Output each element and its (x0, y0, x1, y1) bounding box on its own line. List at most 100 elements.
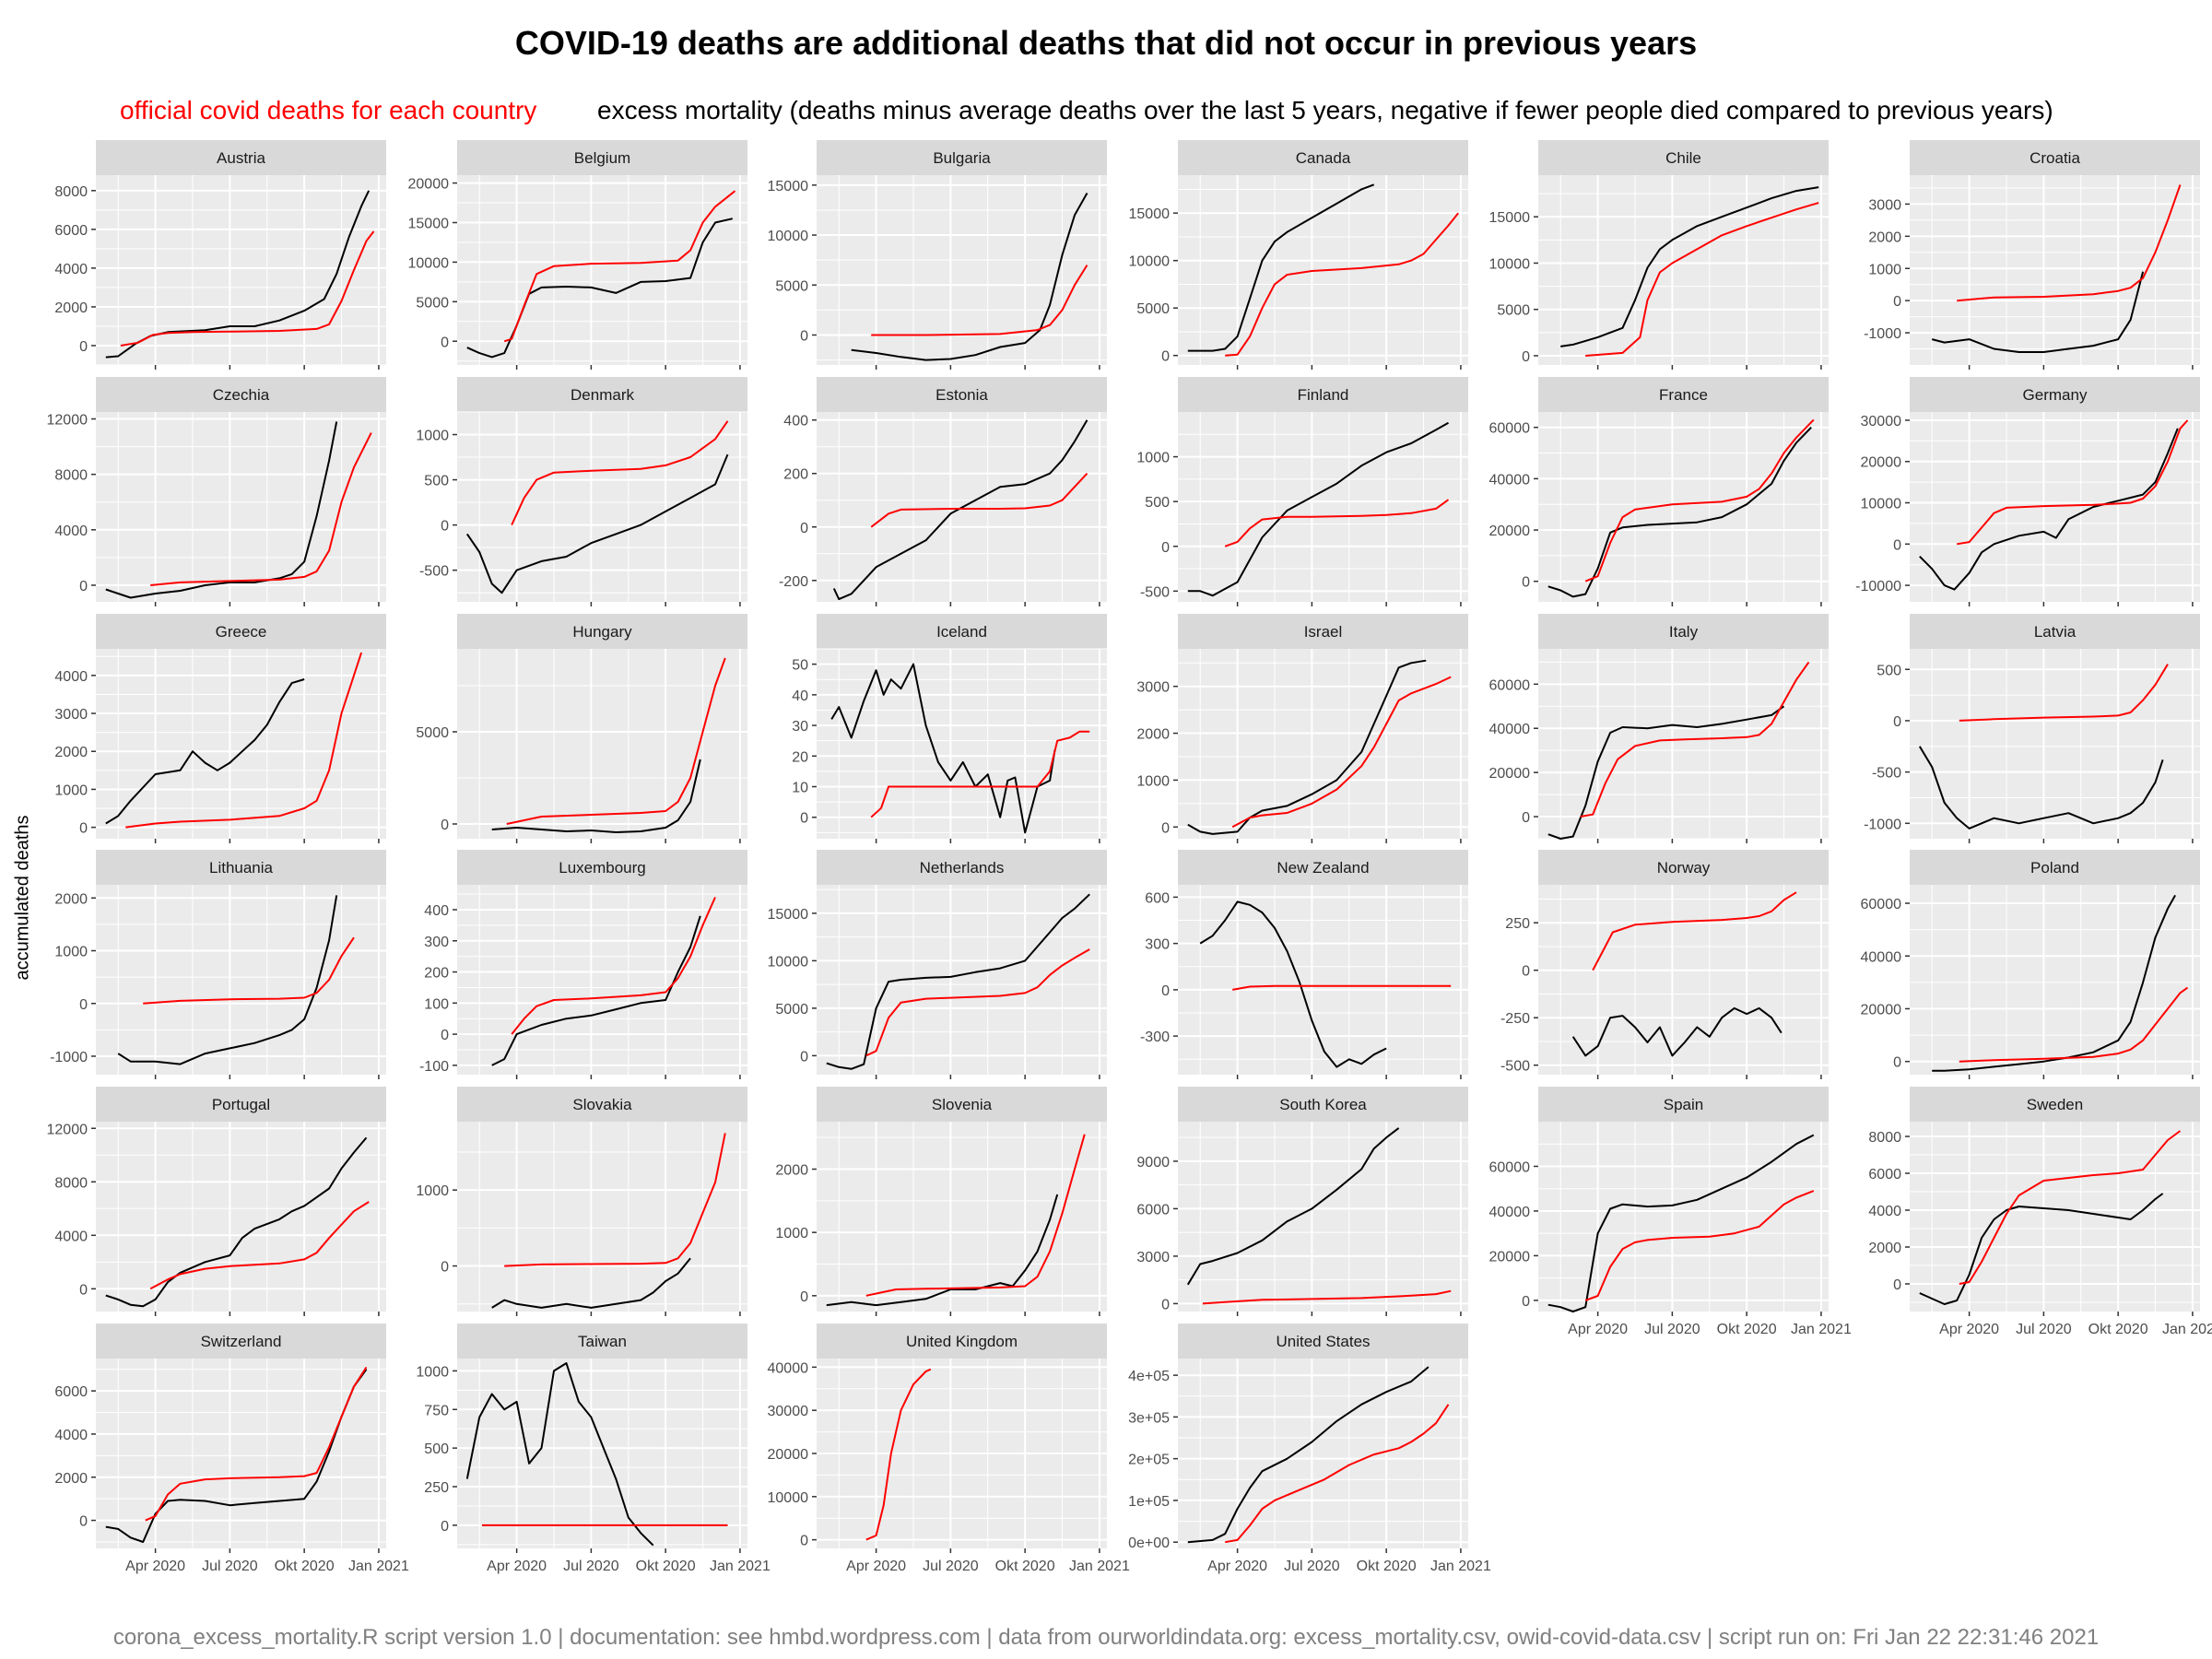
excess-mortality-line (1919, 428, 2179, 591)
y-tick-label: 2000 (54, 300, 88, 316)
panel-background (96, 1122, 386, 1312)
strip-denmark (457, 377, 747, 412)
y-tick-label: 10000 (1129, 254, 1171, 270)
panel-taiwan: Taiwan 0 250 500 750 1000 Apr 2020 Jul 2020 Okt … (416, 1324, 771, 1574)
strip-portugal (96, 1087, 386, 1122)
official-deaths-line (1225, 1404, 1450, 1544)
x-tick-label: Jan 2021 (1791, 1322, 1852, 1337)
excess-mortality-line (105, 421, 338, 599)
x-tick-label: Jan 2021 (2162, 1322, 2212, 1337)
x-tick-label: Jul 2020 (923, 1559, 979, 1574)
y-tick-label: 300 (1145, 937, 1170, 953)
panel-sweden: Sweden 0 2000 4000 6000 8000 Apr 2020 Jul 2020 O… (1868, 1087, 2212, 1337)
panel-greece: Greece 0 1000 2000 3000 4000 (54, 614, 386, 843)
y-tick-label: 1000 (54, 782, 88, 798)
panel-slovakia: Slovakia 0 1000 (416, 1087, 747, 1316)
y-tick-label: 30000 (1861, 414, 1902, 429)
panel-czechia: Czechia 0 4000 8000 12000 (47, 377, 386, 606)
official-deaths-line (1592, 891, 1797, 971)
strip-label: Sweden (2027, 1096, 2083, 1113)
y-tick-label: 0 (1161, 349, 1170, 365)
y-tick-label: 50 (792, 658, 808, 674)
excess-mortality-line (830, 663, 1056, 834)
strip-label: Latvia (2034, 623, 2077, 641)
excess-mortality-line (1931, 271, 2145, 353)
y-tick-label: 40000 (1861, 949, 1902, 965)
y-tick-label: 0 (441, 818, 449, 833)
y-tick-label: 20000 (408, 177, 450, 193)
y-tick-label: 0 (1893, 294, 1901, 310)
strip-label: United States (1276, 1333, 1370, 1350)
strip-label: Spain (1664, 1096, 1703, 1113)
excess-mortality-line (1187, 421, 1449, 597)
excess-mortality-line (1187, 1366, 1430, 1544)
y-tick-label: 10000 (768, 954, 809, 970)
y-tick-label: 60000 (1861, 897, 1902, 912)
y-tick-label: 1000 (1868, 262, 1901, 277)
x-tick-label: Jul 2020 (1284, 1559, 1340, 1574)
official-deaths-line (1585, 202, 1819, 357)
y-tick-label: 0 (1893, 537, 1901, 553)
panel-bulgaria: Bulgaria 0 5000 10000 15000 (768, 140, 1107, 370)
excess-mortality-line (1547, 1134, 1815, 1312)
panel-background (1178, 1122, 1468, 1312)
panel-united-states: United States 0e+00 1e+05 2e+05 3e+05 4e+05 Ap… (1128, 1324, 1491, 1574)
strip-label: Poland (2030, 859, 2079, 877)
x-tick-label: Okt 2020 (636, 1559, 696, 1574)
y-tick-label: 15000 (768, 179, 809, 194)
y-tick-label: 3000 (1136, 1250, 1170, 1265)
y-tick-label: 0 (800, 1534, 808, 1549)
strip-label: Taiwan (578, 1333, 627, 1350)
y-tick-label: 6000 (54, 223, 88, 239)
footer: corona_excess_mortality.R script version… (112, 1625, 2100, 1650)
y-tick-label: 6000 (1136, 1202, 1170, 1218)
official-deaths-line (1231, 676, 1452, 829)
official-deaths-line (870, 730, 1090, 818)
panel-background (817, 175, 1107, 365)
official-deaths-line (511, 420, 729, 526)
panel-background (457, 175, 747, 365)
y-tick-label: 1000 (1136, 773, 1170, 789)
x-tick-label: Apr 2020 (1207, 1559, 1267, 1574)
y-tick-label: 400 (783, 414, 808, 429)
y-tick-label: 0 (800, 328, 808, 344)
excess-mortality-line (1547, 705, 1785, 840)
strip-label: Iceland (936, 623, 987, 641)
excess-mortality-line (105, 678, 305, 825)
panel-netherlands: Netherlands 0 5000 10000 15000 (768, 850, 1107, 1079)
strip-netherlands (817, 850, 1107, 885)
y-tick-label: 300 (424, 935, 449, 950)
excess-mortality-line (851, 193, 1088, 361)
strip-label: New Zealand (1277, 859, 1369, 877)
y-tick-label: 0 (79, 1514, 88, 1530)
strip-label: Chile (1665, 149, 1701, 167)
y-tick-label: 15000 (768, 907, 809, 923)
y-tick-label: 2000 (54, 1471, 88, 1487)
strip-south-korea (1178, 1087, 1468, 1122)
y-tick-label: 1000 (775, 1226, 808, 1241)
y-tick-label: 4000 (54, 524, 88, 539)
excess-mortality-line (491, 759, 701, 833)
y-tick-label: -500 (1500, 1059, 1530, 1075)
y-tick-label: 500 (1145, 495, 1170, 511)
y-tick-label: 5000 (416, 725, 449, 741)
y-tick-label: 1000 (54, 945, 88, 960)
y-tick-label: -1000 (1864, 326, 1901, 342)
strip-label: Slovenia (932, 1096, 993, 1113)
excess-mortality-line (466, 218, 734, 359)
y-tick-label: 4000 (54, 1229, 88, 1244)
official-deaths-line (504, 1133, 726, 1267)
official-deaths-line (506, 657, 726, 825)
strip-chile (1538, 140, 1829, 175)
strip-label: Czechia (213, 386, 270, 404)
y-tick-label: 5000 (1497, 303, 1530, 319)
panel-background (457, 649, 747, 839)
strip-israel (1178, 614, 1468, 649)
panel-background (1538, 649, 1829, 839)
panel-background (1178, 885, 1468, 1075)
panel-background (1910, 885, 2200, 1075)
strip-italy (1538, 614, 1829, 649)
panel-background (96, 412, 386, 602)
y-tick-label: 10000 (768, 229, 809, 244)
y-tick-label: -300 (1140, 1030, 1170, 1045)
